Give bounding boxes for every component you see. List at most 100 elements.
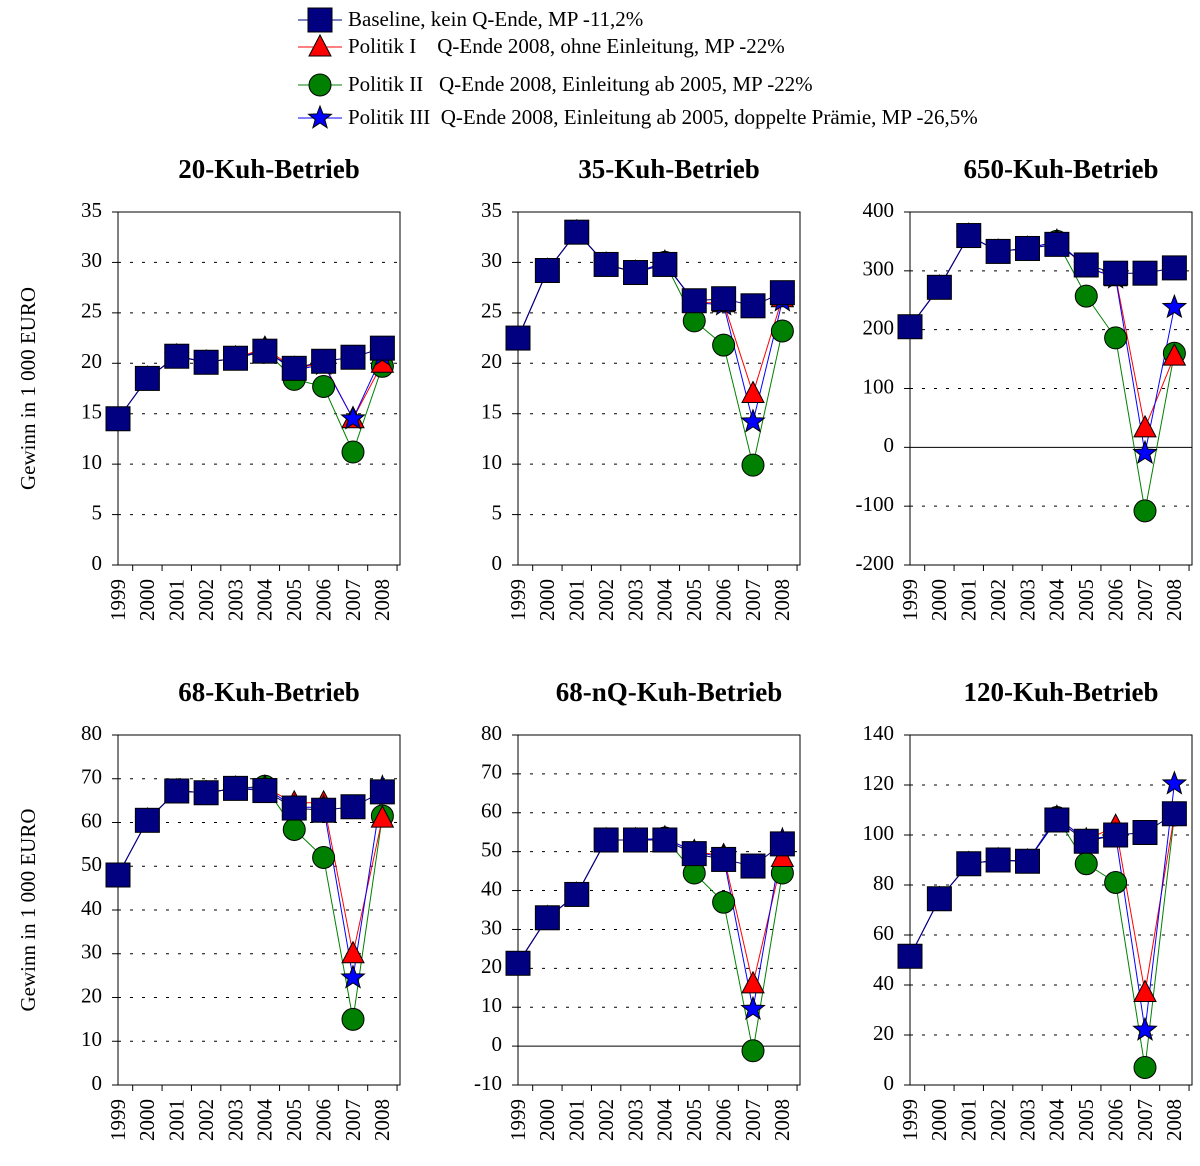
x-tick-label: 2003	[623, 579, 647, 621]
x-tick-label: 2008	[370, 579, 394, 621]
x-tick-label: 2007	[1133, 1099, 1157, 1141]
data-point	[740, 853, 766, 879]
y-tick-label: 200	[863, 315, 895, 339]
y-tick-label: 20	[81, 349, 102, 373]
x-tick-label: 2001	[165, 1099, 189, 1141]
series-line	[517, 839, 783, 964]
data-point	[623, 827, 648, 853]
x-tick-label: 2000	[927, 579, 951, 621]
x-tick-label: 2002	[594, 579, 618, 621]
y-tick-label: 10	[481, 450, 502, 474]
data-point	[282, 818, 306, 841]
data-point	[1073, 252, 1099, 278]
y-tick-label: 5	[492, 500, 503, 524]
y-tick-label: 25	[481, 299, 502, 323]
x-tick-label: 1999	[898, 1099, 922, 1141]
data-point	[1044, 807, 1070, 833]
x-tick-label: 2007	[741, 579, 765, 621]
data-point	[340, 964, 366, 989]
data-point	[623, 260, 648, 286]
data-point	[341, 440, 365, 464]
data-point	[652, 251, 678, 277]
data-point	[1073, 828, 1099, 854]
x-tick-label: 2000	[135, 579, 159, 621]
y-tick-label: 30	[81, 248, 102, 272]
y-tick-label: 0	[92, 1071, 103, 1095]
x-tick-label: 2006	[311, 1099, 335, 1141]
data-point	[740, 293, 766, 319]
data-point	[1161, 770, 1188, 795]
y-tick-label: 80	[481, 721, 502, 745]
data-point	[769, 831, 795, 857]
data-point	[1074, 284, 1098, 308]
data-point	[1133, 414, 1157, 438]
data-point	[1161, 255, 1187, 281]
x-tick-label: 2000	[535, 579, 559, 621]
x-tick-label: 2004	[653, 1099, 677, 1142]
x-tick-label: 2004	[1045, 1099, 1069, 1142]
x-tick-label: 1999	[106, 1099, 130, 1141]
data-point	[564, 881, 590, 907]
data-point	[741, 453, 765, 477]
data-point	[740, 995, 766, 1021]
x-tick-label: 2002	[194, 1099, 218, 1141]
data-point	[740, 408, 766, 433]
data-point	[505, 950, 531, 976]
data-point	[956, 851, 982, 877]
data-point	[311, 797, 337, 823]
plot-frame	[909, 734, 1193, 1086]
data-point	[505, 325, 531, 351]
y-tick-label: 10	[81, 450, 102, 474]
series-line	[517, 231, 783, 339]
y-tick-label: 50	[81, 852, 102, 876]
x-tick-label: 2007	[741, 1099, 765, 1141]
data-point	[164, 343, 190, 369]
x-tick-label: 2006	[311, 579, 335, 621]
x-tick-label: 2001	[165, 579, 189, 621]
legend-entry: Baseline, kein Q-Ende, MP -11,2%	[348, 7, 643, 31]
data-point	[956, 223, 982, 249]
x-tick-label: 1999	[506, 579, 530, 621]
x-tick-label: 1999	[898, 579, 922, 621]
data-point	[564, 219, 590, 245]
data-point	[534, 905, 560, 931]
chart-title: 20-Kuh-Betrieb	[178, 154, 360, 184]
y-tick-label: 25	[81, 299, 102, 323]
data-point	[369, 779, 395, 805]
series-line	[117, 787, 383, 876]
x-tick-label: 2003	[223, 1099, 247, 1141]
y-tick-label: 70	[481, 760, 502, 784]
chart-title: 68-nQ-Kuh-Betrieb	[556, 677, 783, 707]
data-point	[312, 846, 336, 869]
y-tick-label: 120	[863, 771, 895, 795]
y-tick-label: 0	[884, 1071, 895, 1095]
data-point	[1104, 326, 1128, 350]
data-point	[164, 778, 190, 804]
data-point	[134, 365, 160, 391]
data-point	[985, 238, 1011, 264]
y-tick-label: 80	[873, 871, 894, 895]
x-tick-label: 2008	[770, 1099, 794, 1141]
data-point	[681, 288, 707, 314]
data-point	[1074, 852, 1098, 876]
x-tick-label: 2006	[711, 579, 735, 621]
data-point	[341, 1007, 365, 1031]
y-tick-label: 15	[481, 400, 502, 424]
data-point	[593, 827, 619, 853]
x-tick-label: 2005	[282, 1099, 306, 1141]
data-point	[770, 319, 794, 343]
x-tick-label: 2001	[957, 1099, 981, 1141]
data-point	[1132, 439, 1158, 465]
y-tick-label: 20	[481, 954, 502, 978]
y-tick-label: 30	[81, 940, 102, 964]
x-tick-label: 2004	[253, 1099, 277, 1142]
data-point	[897, 943, 923, 969]
x-tick-label: 2008	[1162, 579, 1186, 621]
data-point	[281, 795, 307, 821]
y-tick-label: 10	[481, 993, 502, 1017]
data-point	[593, 251, 619, 277]
y-tick-label: -200	[856, 551, 895, 575]
data-point	[193, 349, 219, 375]
y-tick-label: 100	[863, 374, 895, 398]
